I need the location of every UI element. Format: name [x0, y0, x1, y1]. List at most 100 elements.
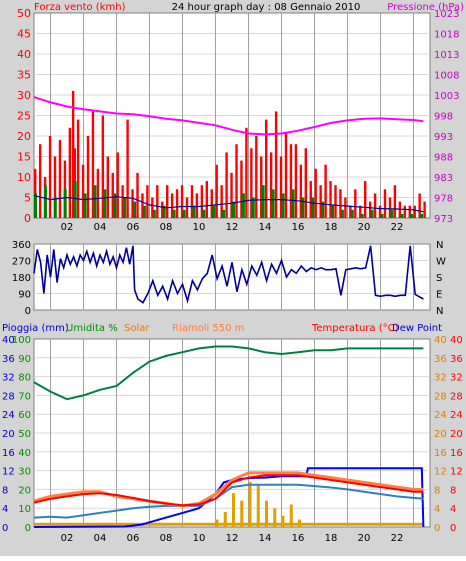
riamoli-tick-label: 16	[434, 448, 447, 459]
wind-gust-bar	[269, 152, 273, 218]
wind-gust-bar	[309, 181, 312, 218]
wind-gust-bar	[175, 189, 179, 218]
pressure-tick-label: 993	[434, 132, 453, 143]
compass-tick-label: E	[436, 290, 442, 301]
wind-average-bar	[311, 197, 315, 218]
wind-gust-bar	[279, 156, 283, 218]
riamoli-tick-label: 0	[434, 523, 440, 534]
hour-tick-label: 22	[391, 222, 404, 233]
riamoli-tick-label: 12	[434, 467, 447, 478]
wind-gust-bar	[106, 156, 109, 218]
wind-average-bar	[350, 209, 354, 218]
wind-gust-bar	[250, 148, 253, 218]
wind-tick-label: 45	[17, 28, 31, 41]
temperature-tick-label: 28	[450, 391, 463, 402]
wind-average-bar	[380, 213, 384, 218]
wind-tick-label: 20	[17, 130, 31, 143]
wind-average-bar	[63, 189, 67, 218]
humidity-tick-label: 50	[18, 429, 31, 440]
wind-gust-bar	[339, 189, 342, 218]
wind-gust-bar	[195, 193, 199, 218]
wind-gust-bar	[393, 185, 397, 218]
wind-gust-bar	[274, 111, 278, 218]
wind-gust-bar	[235, 144, 238, 218]
wind-tick-label: 0	[24, 212, 31, 225]
wind-average-bar	[192, 205, 196, 218]
riamoli-tick-label: 32	[434, 373, 447, 384]
wind-average-bar	[331, 205, 334, 218]
wind-gust-bar	[205, 181, 208, 218]
wind-average-bar	[152, 209, 156, 218]
wind-gust-bar	[383, 189, 387, 218]
temperature-tick-label: 40	[450, 335, 463, 346]
wind-gust-bar	[359, 205, 362, 218]
wind-gust-bar	[215, 164, 218, 218]
wind-gust-bar	[413, 205, 416, 218]
hour-tick-label: 22	[391, 533, 404, 544]
rain-tick-label: 28	[2, 391, 15, 402]
wind-gust-bar	[38, 144, 42, 218]
hour-tick-label: 18	[325, 533, 338, 544]
temperature-tick-label: 20	[450, 429, 463, 440]
temperature-tick-label: 4	[450, 504, 456, 515]
hour-tick-label: 14	[259, 222, 272, 233]
riamoli-tick-label: 28	[434, 391, 447, 402]
wind-gust-bar	[190, 185, 194, 218]
pressure-axis-title: Pressione (hPa)	[387, 2, 464, 13]
rain-tick-label: 16	[2, 448, 15, 459]
direction-tick-label: 360	[12, 240, 31, 251]
wind-gust-bar	[265, 119, 268, 218]
direction-tick-label: 270	[12, 257, 31, 268]
wind-axis-title: Forza vento (kmh)	[34, 2, 126, 13]
wind-gust-bar	[68, 127, 72, 218]
humidity-line	[33, 345, 424, 401]
wind-gust-bar	[53, 156, 57, 218]
wind-gust-bar	[96, 168, 100, 218]
wind-average-bar	[291, 189, 295, 218]
wind-gust-bar	[91, 111, 95, 218]
chart-title: 24 hour graph day : 08 Gennaio 2010	[172, 2, 361, 13]
compass-tick-label: W	[436, 257, 446, 268]
solar-bar	[265, 500, 268, 527]
wind-gust-bar	[156, 185, 159, 218]
rain-tick-label: 20	[2, 429, 15, 440]
pressure-tick-label: 1003	[434, 91, 459, 102]
wind-gust-bar	[81, 164, 85, 218]
wind-average-bar	[390, 209, 394, 218]
wind-average-bar	[420, 213, 424, 218]
wind-gust-bar	[373, 193, 377, 218]
wind-gust-bar	[408, 205, 411, 218]
wind-smoothed-line	[33, 194, 424, 213]
wind-gust-bar	[111, 172, 114, 218]
wind-gust-bar	[423, 201, 426, 218]
wind-average-bar	[83, 193, 87, 218]
temperature-tick-label: 0	[450, 523, 456, 534]
hour-tick-label: 02	[61, 533, 74, 544]
wind-gust-bar	[166, 185, 169, 218]
direction-tick-label: 0	[25, 306, 31, 317]
wind-gust-bar	[398, 201, 402, 218]
wind-gust-bar	[126, 119, 129, 218]
wind-average-bar	[202, 209, 206, 218]
pressure-tick-label: 983	[434, 173, 453, 184]
wind-gust-bar	[210, 189, 213, 218]
wind-gust-bar	[240, 160, 243, 218]
hour-tick-label: 16	[292, 533, 305, 544]
wind-average-bar	[281, 193, 285, 218]
hour-tick-label: 08	[160, 533, 173, 544]
wind-gust-bar	[354, 189, 357, 218]
wind-average-bar	[271, 189, 275, 218]
wind-gust-bar	[141, 193, 144, 218]
riamoli-tick-label: 20	[434, 429, 447, 440]
wind-gust-bar	[170, 193, 174, 218]
wind-average-bar	[370, 209, 374, 218]
wind-average-bar	[360, 213, 364, 218]
wind-direction-line	[33, 245, 424, 304]
solar-bar	[256, 485, 260, 527]
wind-gust-bar	[185, 197, 189, 218]
rain-tick-label: 12	[2, 467, 15, 478]
wind-gust-bar	[349, 205, 352, 218]
wind-average-bar	[410, 213, 414, 218]
wind-gust-bar	[329, 181, 332, 218]
hour-tick-label: 18	[325, 222, 338, 233]
